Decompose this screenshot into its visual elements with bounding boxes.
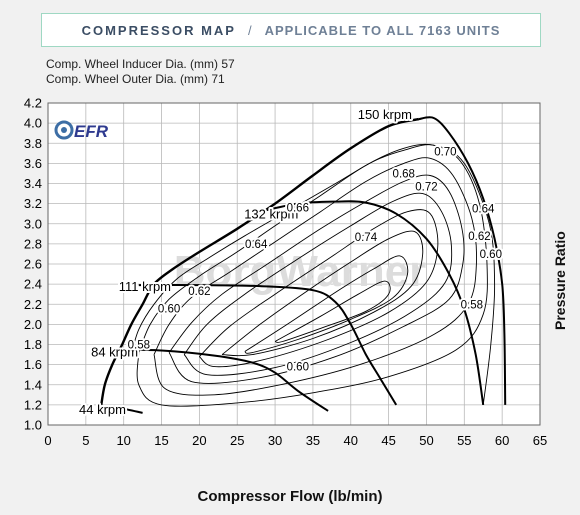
efficiency-island-0.60: [136, 143, 488, 407]
speed-line-44-krpm: [100, 405, 143, 414]
speed-line-132-krpm: [259, 200, 485, 406]
outer-spec: Comp. Wheel Outer Dia. (mm) 71: [46, 72, 225, 86]
speed-label: 111 krpm: [119, 279, 171, 294]
wheel-specs: Comp. Wheel Inducer Dia. (mm) 57 Comp. W…: [46, 57, 235, 87]
speed-line-111-krpm: [138, 284, 398, 406]
chart-title: COMPRESSOR MAP: [81, 22, 236, 38]
y-tick-label: 3.6: [24, 156, 42, 171]
speed-label: 84 krpm: [91, 345, 138, 360]
chart-labels: 150 krpm 132 krpm 111 krpm 84 krpm 44 krpm 0.…: [77, 105, 504, 419]
efficiency-label: 0.64: [245, 239, 268, 251]
speed-line-84-krpm: [112, 348, 329, 412]
x-tick-label: 5: [82, 433, 89, 448]
x-tick-label: 30: [268, 433, 282, 448]
efficiency-label: 0.60: [158, 303, 180, 315]
speed-label: 132 krpm: [244, 207, 298, 222]
x-tick-label: 20: [192, 433, 206, 448]
y-tick-label: 2.0: [24, 317, 42, 332]
y-tick-label: 2.2: [24, 297, 42, 312]
y-axis-label: Pressure Ratio: [552, 231, 568, 330]
efficiency-island-0.74: [274, 280, 391, 343]
speed-label: 44 krpm: [79, 402, 126, 417]
x-tick-label: 40: [344, 433, 358, 448]
x-tick-label: 50: [419, 433, 433, 448]
y-tick-label: 3.2: [24, 196, 42, 211]
x-tick-label: 55: [457, 433, 471, 448]
x-tick-label: 0: [44, 433, 51, 448]
efficiency-island-0.62: [153, 157, 477, 396]
y-tick-label: 3.0: [24, 216, 42, 231]
efficiency-label: 0.58: [128, 340, 150, 352]
x-tick-label: 10: [116, 433, 130, 448]
efficiency-label: 0.64: [472, 204, 495, 216]
axes: 0 5 10 15 20 25 30 35 40 45 50 55 60 65 1.0 1.2 1.4 1.6 1.…: [24, 96, 547, 449]
chart-subtitle: APPLICABLE TO ALL 7163 UNITS: [264, 22, 501, 38]
x-tick-label: 45: [381, 433, 395, 448]
efficiency-island-0.68: [199, 209, 439, 368]
efficiency-label: 0.72: [415, 182, 437, 194]
x-tick-label: 60: [495, 433, 509, 448]
y-tick-label: 1.8: [24, 337, 42, 352]
y-tick-label: 2.8: [24, 236, 42, 251]
efficiency-island-0.70: [221, 230, 424, 357]
inducer-spec: Comp. Wheel Inducer Dia. (mm) 57: [46, 57, 235, 71]
title-separator: /: [247, 22, 253, 38]
efficiency-label: 0.68: [393, 168, 415, 180]
efficiency-label: 0.60: [480, 249, 502, 261]
surge-line-group: [99, 117, 420, 408]
x-tick-label: 15: [154, 433, 168, 448]
y-tick-label: 2.6: [24, 257, 42, 272]
x-axis-label: Compressor Flow (lb/min): [197, 488, 383, 505]
efficiency-label: 0.74: [355, 232, 378, 244]
x-tick-label: 25: [230, 433, 244, 448]
y-tick-label: 1.2: [24, 397, 42, 412]
efficiency-label: 0.58: [461, 299, 483, 311]
y-tick-label: 3.4: [24, 176, 42, 191]
x-tick-label: 65: [533, 433, 547, 448]
y-tick-label: 1.6: [24, 357, 42, 372]
efficiency-label: 0.62: [468, 231, 490, 243]
efficiency-label: 0.70: [434, 146, 456, 158]
y-tick-label: 4.2: [24, 96, 42, 111]
efr-swirl-core: [61, 127, 67, 133]
efficiency-island-0.72: [244, 255, 409, 354]
y-tick-label: 4.0: [24, 116, 42, 131]
speed-line-150-krpm: [418, 116, 507, 405]
efficiency-label: 0.60: [287, 362, 309, 374]
y-tick-label: 1.0: [24, 418, 42, 433]
y-tick-label: 2.4: [24, 277, 42, 292]
y-tick-label: 3.8: [24, 136, 42, 151]
chart-header: COMPRESSOR MAP / APPLICABLE TO ALL 7163 …: [41, 13, 541, 47]
plot-frame: [47, 102, 541, 426]
x-tick-label: 35: [306, 433, 320, 448]
efficiency-label: 0.66: [287, 203, 309, 215]
efficiency-island-0.64: [168, 174, 465, 384]
y-tick-label: 1.4: [24, 377, 42, 392]
surge-line: [99, 117, 420, 408]
speed-label: 150 krpm: [358, 107, 412, 122]
speed-lines: [100, 116, 507, 414]
efficiency-label: 0.62: [188, 286, 210, 298]
efficiency-island-0.66: [183, 192, 453, 376]
efr-logo-text: EFR: [74, 122, 109, 141]
efr-swirl-icon: [54, 120, 74, 140]
efficiency-islands: [130, 143, 496, 407]
efr-logo: EFR: [54, 120, 109, 141]
